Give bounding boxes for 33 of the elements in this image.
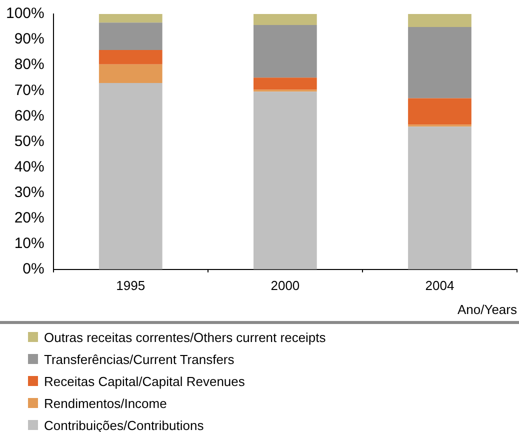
- y-tick-label: 10%: [14, 235, 44, 252]
- legend-label: Rendimentos/Income: [44, 396, 167, 410]
- bar: [254, 78, 317, 90]
- y-tick-label: 20%: [14, 209, 44, 226]
- x-axis-title: Ano/Years: [457, 302, 517, 317]
- legend-label: Receitas Capital/Capital Revenues: [44, 374, 245, 388]
- bar: [408, 126, 472, 270]
- bar: [98, 64, 162, 83]
- bar: [98, 82, 162, 270]
- bar: [254, 92, 317, 270]
- y-tick-label: 60%: [14, 107, 44, 124]
- bar: [98, 50, 162, 64]
- x-tick-label: 2004: [425, 278, 454, 293]
- y-tick-label: 90%: [14, 30, 44, 48]
- x-tick-label: 1995: [116, 278, 146, 293]
- bar: [98, 14, 162, 23]
- bar: [408, 98, 472, 125]
- legend-label: Outras receitas correntes/Others current receipts: [44, 330, 326, 344]
- x-tick-label: 2000: [270, 278, 300, 293]
- bar: [408, 14, 472, 28]
- bar: [254, 14, 317, 25]
- y-tick-label: 80%: [14, 56, 44, 74]
- y-tick-label: 0%: [22, 260, 44, 278]
- bar: [254, 24, 317, 78]
- y-tick-label: 50%: [14, 132, 44, 150]
- legend-label: Transferências/Current Transfers: [44, 352, 234, 366]
- y-tick-label: 40%: [14, 158, 44, 176]
- bar: [408, 27, 472, 98]
- bar: [98, 22, 162, 50]
- y-tick-label: 30%: [14, 184, 44, 201]
- legend-label: Contribuições/Contributions: [44, 418, 204, 432]
- y-tick-label: 100%: [6, 5, 44, 22]
- y-tick-label: 70%: [14, 82, 44, 99]
